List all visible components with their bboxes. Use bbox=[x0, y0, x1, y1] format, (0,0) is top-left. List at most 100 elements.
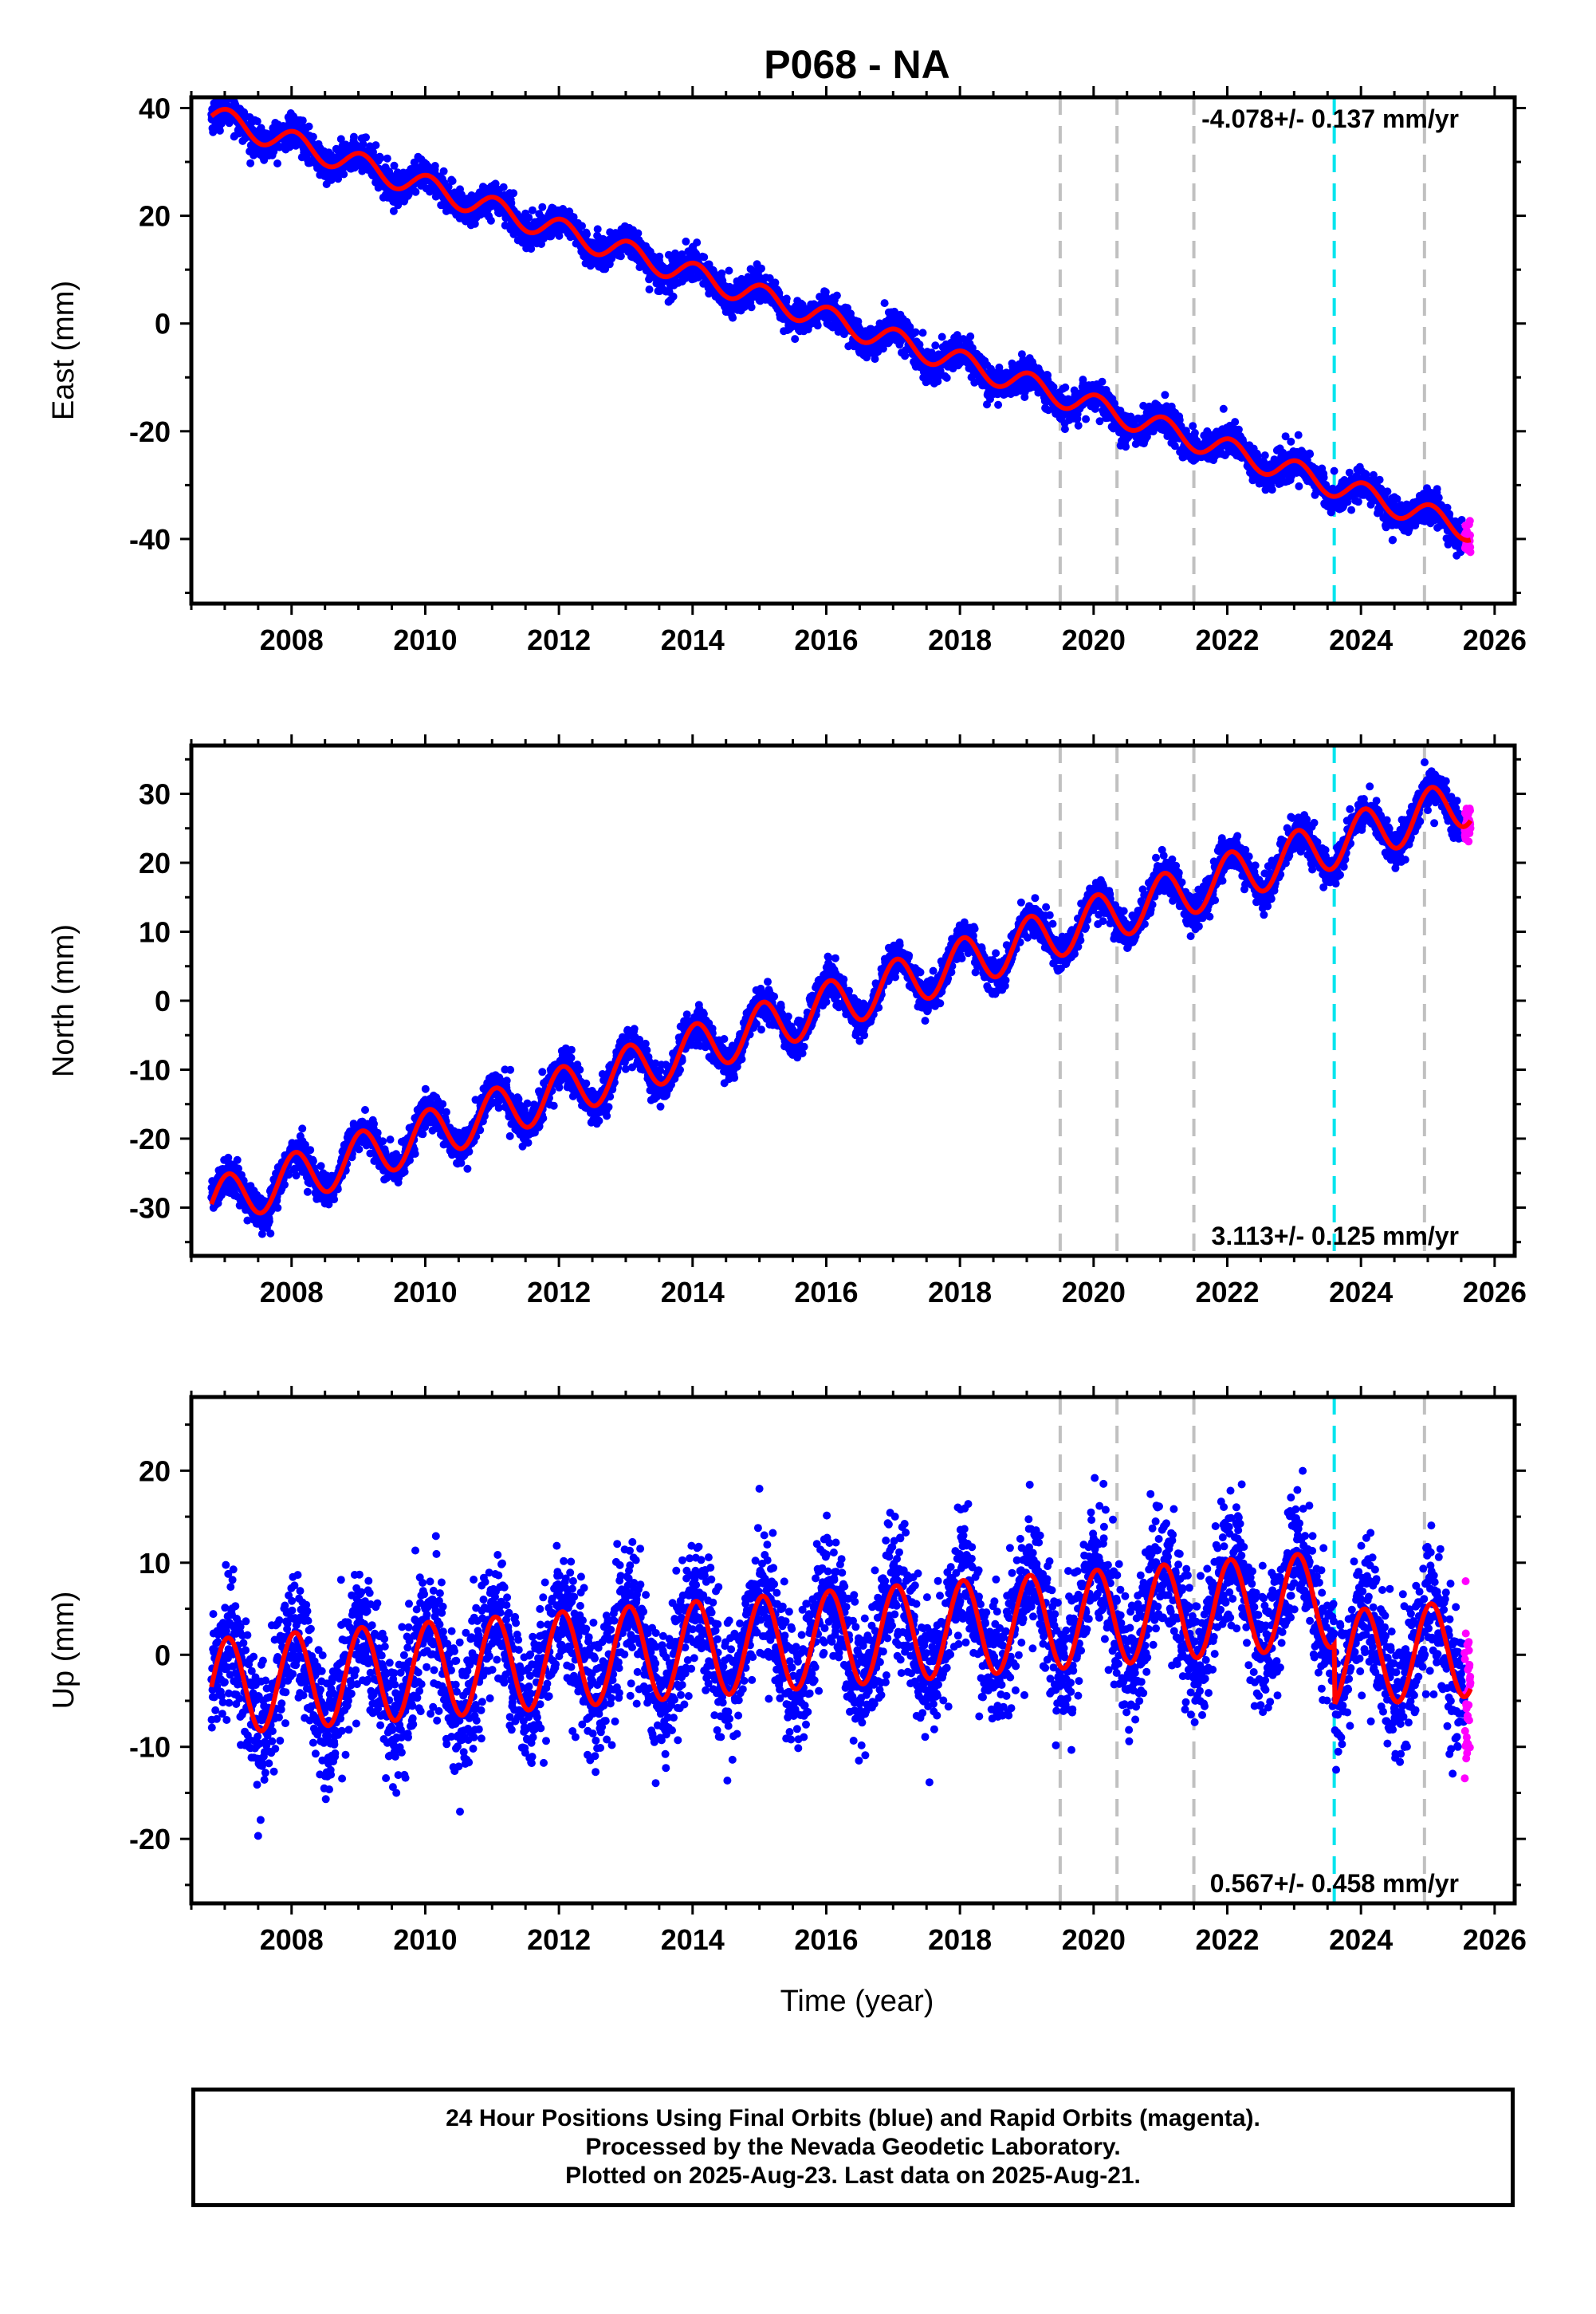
data-point bbox=[1319, 473, 1328, 482]
y-tick-label: 0 bbox=[155, 308, 171, 340]
data-point bbox=[1175, 415, 1184, 424]
data-point bbox=[757, 264, 765, 273]
data-point bbox=[1281, 432, 1290, 441]
data-point bbox=[411, 187, 420, 196]
data-point bbox=[273, 159, 281, 167]
data-point bbox=[1074, 421, 1083, 430]
data-point bbox=[1354, 498, 1362, 506]
data-point bbox=[366, 142, 374, 151]
y-axis-label: East (mm) bbox=[47, 281, 81, 420]
data-point bbox=[233, 1155, 242, 1164]
data-point bbox=[717, 269, 726, 277]
data-point bbox=[340, 170, 348, 179]
plot-area-east bbox=[207, 97, 1475, 604]
data-point bbox=[1343, 498, 1352, 506]
data-point bbox=[871, 355, 879, 364]
data-point bbox=[499, 183, 508, 191]
data-point bbox=[693, 238, 702, 247]
data-point bbox=[1189, 422, 1197, 431]
data-point bbox=[1161, 391, 1169, 399]
data-point bbox=[390, 161, 399, 170]
data-point bbox=[486, 216, 495, 225]
data-point bbox=[931, 341, 940, 350]
data-point bbox=[918, 329, 927, 337]
data-point bbox=[336, 135, 345, 144]
data-point bbox=[729, 313, 737, 322]
data-point bbox=[1330, 466, 1339, 475]
data-point bbox=[376, 154, 385, 163]
data-point bbox=[538, 203, 547, 211]
data-point bbox=[1060, 425, 1069, 434]
data-point bbox=[645, 285, 654, 293]
data-point bbox=[994, 400, 1003, 409]
x-tick-label: 2020 bbox=[1062, 624, 1126, 656]
data-point bbox=[1049, 383, 1058, 392]
x-tick-label: 2026 bbox=[1463, 624, 1527, 656]
data-point bbox=[1234, 425, 1243, 434]
data-point bbox=[525, 213, 533, 222]
data-point bbox=[1299, 449, 1308, 458]
data-point bbox=[583, 230, 591, 238]
data-point bbox=[700, 253, 709, 262]
data-point bbox=[682, 237, 690, 246]
x-tick-label: 2018 bbox=[928, 624, 992, 656]
data-point bbox=[966, 332, 975, 340]
data-point bbox=[1219, 404, 1228, 413]
data-point bbox=[430, 162, 439, 170]
plot-area-north bbox=[207, 746, 1475, 1256]
data-point bbox=[1347, 506, 1356, 514]
data-point bbox=[448, 177, 457, 185]
x-tick-label: 2022 bbox=[1195, 624, 1259, 656]
data-point bbox=[1434, 494, 1443, 502]
data-point bbox=[246, 159, 255, 167]
panels: 2008 2010 2012 2014 2016 2018 2020 2022 2024 2026… bbox=[47, 86, 1527, 1956]
x-tick-label: 2012 bbox=[527, 624, 591, 656]
data-point bbox=[527, 245, 536, 253]
x-tick-label: 2024 bbox=[1329, 624, 1393, 656]
data-point bbox=[349, 132, 358, 141]
data-point bbox=[1260, 451, 1269, 460]
x-tick-label: 2016 bbox=[794, 624, 858, 656]
data-point bbox=[901, 352, 910, 360]
data-point bbox=[1095, 417, 1104, 426]
data-point bbox=[970, 378, 979, 387]
data-point bbox=[1294, 431, 1303, 439]
data-point bbox=[782, 294, 791, 303]
data-point bbox=[1268, 486, 1276, 494]
data-point bbox=[821, 288, 830, 297]
data-point bbox=[911, 328, 920, 336]
data-point bbox=[528, 206, 537, 214]
data-point bbox=[444, 183, 453, 191]
x-tick-label: 2010 bbox=[393, 624, 457, 656]
data-point bbox=[995, 363, 1004, 372]
y-tick-label: -20 bbox=[129, 415, 171, 448]
data-point bbox=[1170, 442, 1179, 451]
y-tick-label: 20 bbox=[139, 200, 171, 233]
data-point bbox=[1139, 401, 1148, 410]
data-point bbox=[747, 303, 756, 312]
x-tick-label: 2014 bbox=[661, 624, 725, 656]
data-point bbox=[491, 179, 500, 188]
data-point bbox=[371, 141, 380, 150]
rapid-data-point bbox=[1465, 517, 1474, 525]
data-point bbox=[1389, 536, 1397, 544]
final-orbit-points-east bbox=[207, 97, 1468, 560]
data-point bbox=[209, 128, 218, 136]
panel-east: 2008 2010 2012 2014 2016 2018 2020 2022 2024 2026… bbox=[47, 86, 1527, 656]
data-point bbox=[593, 225, 602, 234]
data-point bbox=[362, 133, 370, 142]
data-point bbox=[305, 122, 313, 131]
data-point bbox=[1433, 485, 1441, 494]
data-point bbox=[1082, 415, 1091, 423]
data-point bbox=[1122, 443, 1130, 451]
data-point bbox=[655, 252, 664, 261]
data-point bbox=[813, 321, 822, 330]
data-point bbox=[298, 116, 307, 125]
data-point bbox=[1295, 482, 1303, 490]
data-point bbox=[309, 132, 317, 141]
data-point bbox=[669, 292, 678, 301]
data-point bbox=[791, 335, 800, 344]
data-point bbox=[253, 117, 261, 126]
data-point bbox=[1345, 468, 1354, 477]
data-point bbox=[1231, 418, 1240, 427]
